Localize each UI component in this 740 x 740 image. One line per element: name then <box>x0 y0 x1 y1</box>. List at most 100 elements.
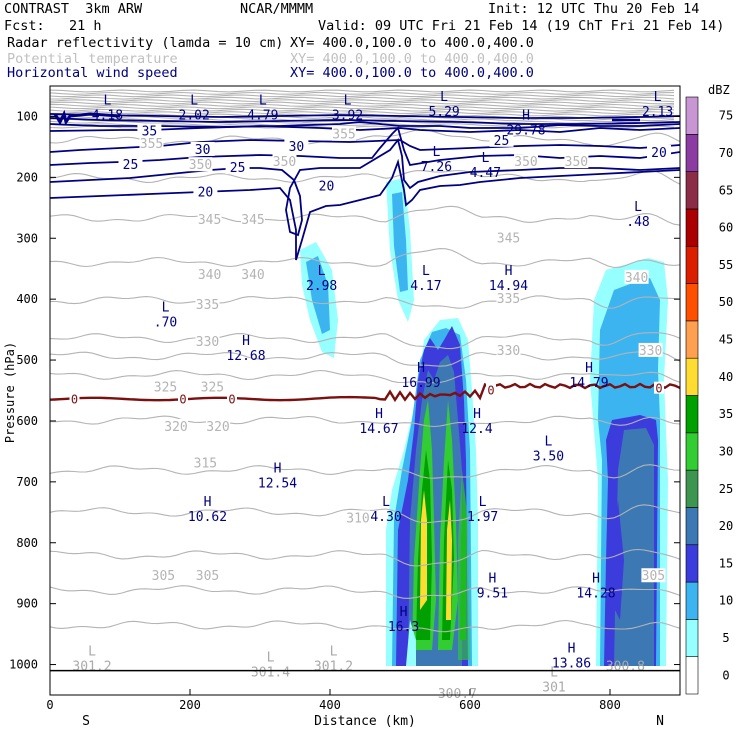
theta-line-upper <box>50 91 675 95</box>
extremum-value: 4.17 <box>410 279 441 294</box>
extremum-value: 2.13 <box>642 105 673 120</box>
theta-label-bg <box>153 379 178 394</box>
wind-speed-line <box>50 121 680 129</box>
extremum-letter: H <box>400 605 408 620</box>
wind-label: 35 <box>142 125 158 140</box>
extremum-value: 4.47 <box>470 166 501 181</box>
extremum-value: 12.54 <box>258 477 297 492</box>
theta-label-bg <box>241 211 265 226</box>
extremum-value: 14.28 <box>576 586 615 601</box>
wind-label-bg <box>225 160 250 175</box>
x-tick-label: 400 <box>319 698 341 712</box>
extremum-letter: L <box>481 151 489 166</box>
zero-label: 0 <box>71 393 78 407</box>
theta-label: 315 <box>194 457 217 472</box>
extremum-value: 5.29 <box>428 105 459 120</box>
wind-label-bg <box>647 144 671 159</box>
theta-label-bg <box>200 379 225 394</box>
theta-label-bg <box>272 154 297 169</box>
colorbar-swatch <box>685 619 699 657</box>
theta-line-upper <box>50 108 675 112</box>
wind-label: 30 <box>289 140 305 155</box>
extremum-letter: H <box>417 361 425 376</box>
zero-label: 0 <box>228 393 235 407</box>
y-tick-label: 1000 <box>9 658 38 672</box>
theta-line-upper <box>50 103 675 107</box>
y-tick-label: 900 <box>16 597 38 611</box>
wind-label-bg <box>284 138 309 153</box>
theta-line-upper <box>50 101 675 105</box>
theta-line <box>50 350 680 367</box>
zero-label-bg <box>178 392 188 405</box>
colorbar-label: 75 <box>719 109 733 123</box>
wind-label-bg <box>314 178 339 193</box>
theta-label: 340 <box>625 271 648 286</box>
x-tick-label: 0 <box>46 698 53 712</box>
wind-label: 20 <box>319 179 335 194</box>
wind-speed-line <box>50 158 680 261</box>
extremum-value: 2.02 <box>179 108 210 123</box>
theta-label: 305 <box>642 569 665 584</box>
extremum-letter: L <box>440 90 448 105</box>
valid-time: Valid: 09 UTC Fri 21 Feb 14 (19 ChT Fri … <box>318 18 725 34</box>
theta-line <box>50 585 680 599</box>
extremum-letter: L <box>422 264 430 279</box>
y-tick-label: 600 <box>16 414 38 428</box>
theta-line-upper <box>50 89 675 93</box>
extremum-value: 301.4 <box>251 666 290 681</box>
extremum-value: 16.99 <box>401 376 440 391</box>
wind-speed-line <box>50 113 680 119</box>
zero-label: 0 <box>487 384 494 398</box>
x-end-label-left: S <box>82 714 90 729</box>
theta-line-upper <box>50 94 675 98</box>
extremum-letter: L <box>432 145 440 160</box>
extremum-value: .48 <box>626 215 649 230</box>
colorbar-swatch <box>685 134 699 172</box>
extremum-letter: L <box>103 93 111 108</box>
theta-label: 340 <box>198 268 221 283</box>
colorbar-swatch <box>685 656 699 695</box>
extremum-letter: L <box>259 93 267 108</box>
extremum-letter: H <box>274 462 282 477</box>
extremum-letter: H <box>568 641 576 656</box>
colorbar-label: 10 <box>719 594 733 608</box>
extremum-letter: L <box>88 644 96 659</box>
colorbar-swatch <box>685 171 699 210</box>
y-tick-label: 200 <box>16 170 38 184</box>
theta-label-bg <box>241 266 265 281</box>
colorbar-label: 30 <box>719 444 733 458</box>
extremum-letter: L <box>479 495 487 510</box>
wind-label: 20 <box>198 186 214 201</box>
extremum-letter: H <box>522 108 530 123</box>
extremum-letter: H <box>505 264 513 279</box>
extremum-value: 301.2 <box>314 659 353 674</box>
colorbar-label: 20 <box>719 519 733 533</box>
theta-label: 320 <box>164 420 187 435</box>
extremum-letter: L <box>544 434 552 449</box>
wind-label-bg <box>489 132 514 147</box>
colorbar-swatch <box>685 320 699 359</box>
theta-line <box>50 205 680 226</box>
model-name: CONTRAST 3km ARW <box>4 1 143 17</box>
colorbar: dBZ 0 5 10 15 20 25 30 35 40 45 50 55 60 65 70 75 <box>685 83 733 695</box>
theta-label: 355 <box>140 137 163 152</box>
theta-contours <box>50 89 680 633</box>
extremum-letter: L <box>330 644 338 659</box>
x-end-label-right: N <box>656 714 664 729</box>
init-time: Init: 12 UTC Thu 20 Feb 14 <box>488 1 700 17</box>
theta-label-bg <box>151 568 176 583</box>
extremum-value: 2.98 <box>306 279 337 294</box>
colorbar-label: 40 <box>719 370 733 384</box>
theta-label: 345 <box>198 213 221 228</box>
colorbar-label: 25 <box>719 482 733 496</box>
extremum-letter: H <box>204 495 212 510</box>
zero-label-bg <box>227 392 237 405</box>
colorbar-swatch <box>685 581 699 620</box>
colorbar-label: 70 <box>719 146 733 160</box>
theta-line <box>50 464 680 479</box>
field-wind-name: Horizontal wind speed <box>7 65 178 81</box>
extremum-value: 9.51 <box>477 586 508 601</box>
theta-line <box>50 415 680 428</box>
extremum-letter: H <box>473 407 481 422</box>
